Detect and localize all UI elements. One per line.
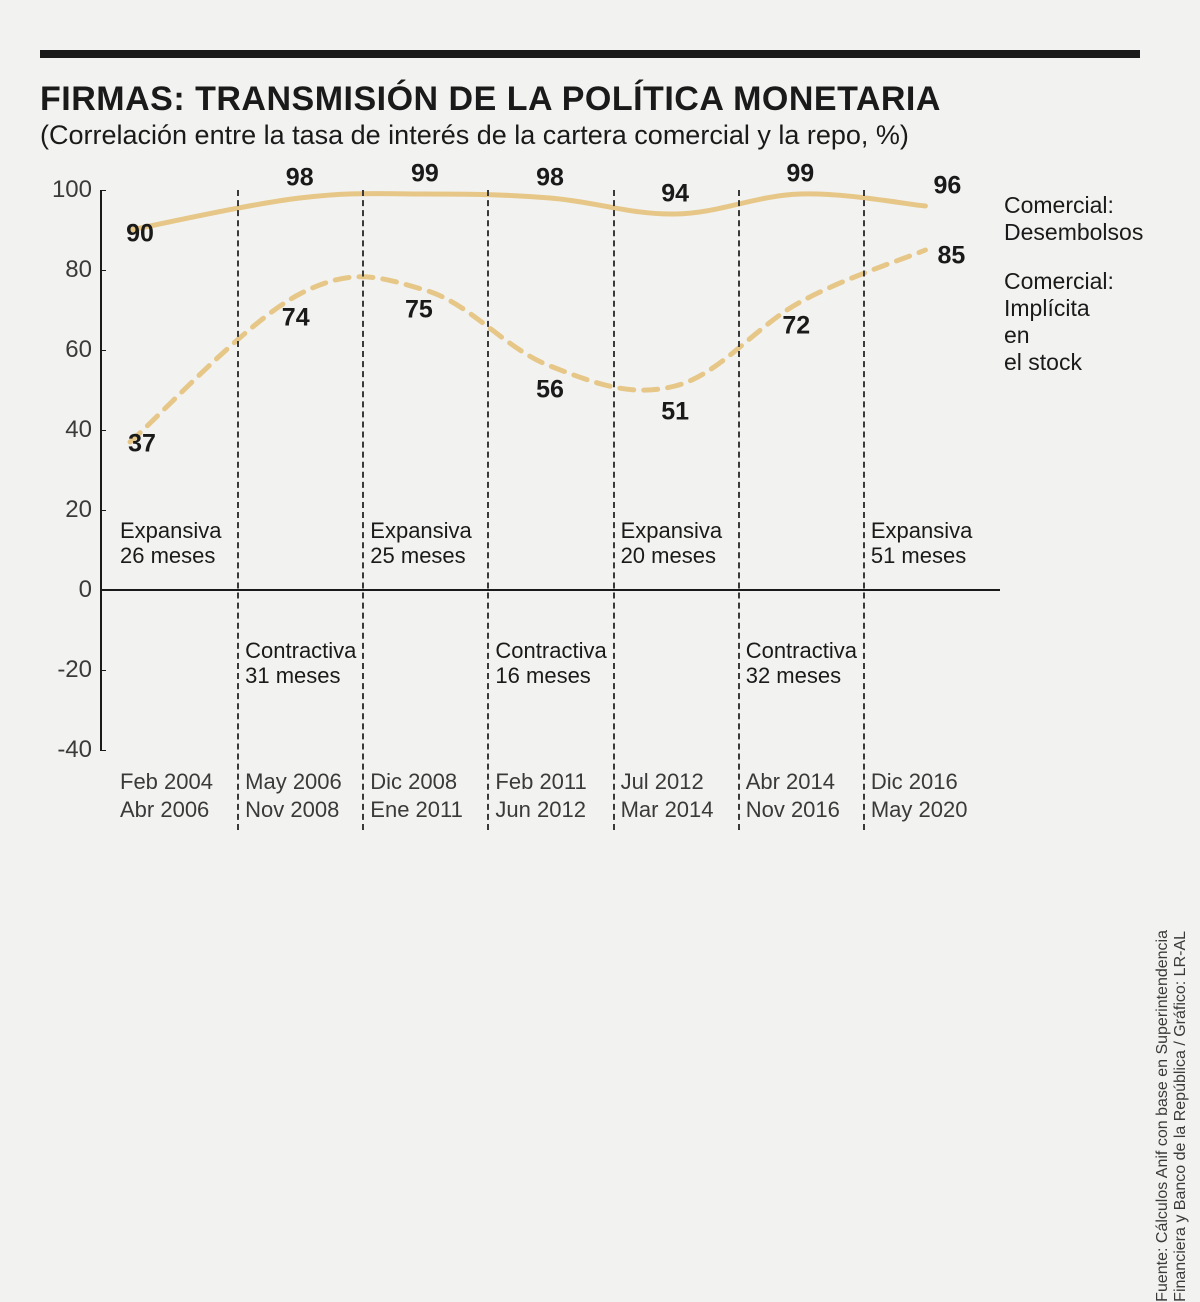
- x-category-label: Dic 2008Ene 2011: [370, 768, 479, 823]
- y-tick-label: 40: [42, 416, 92, 444]
- period-label: Contractiva31 meses: [245, 638, 358, 689]
- series-dashed-value-label: 72: [782, 312, 810, 341]
- series-solid-value-label: 94: [661, 180, 689, 209]
- series-dashed-end-label: Comercial:Implícita enel stock: [1004, 268, 1114, 377]
- y-tick-label: 0: [42, 576, 92, 604]
- y-tick-mark: [100, 350, 106, 351]
- y-tick-label: 60: [42, 336, 92, 364]
- y-tick-mark: [100, 510, 106, 511]
- period-label: Expansiva20 meses: [621, 518, 734, 569]
- series-dashed-value-label: 37: [128, 430, 156, 459]
- x-category-label: Abr 2014Nov 2016: [746, 768, 855, 823]
- x-category-label: Feb 2004Abr 2006: [120, 768, 229, 823]
- series-dashed-value-label: 75: [405, 296, 433, 325]
- period-label: Contractiva16 meses: [495, 638, 608, 689]
- series-solid-value-label: 90: [126, 220, 154, 249]
- period-divider: [738, 190, 740, 830]
- y-tick-label: 100: [42, 176, 92, 204]
- series-dashed-value-label: 85: [938, 242, 966, 271]
- series-dashed-line: [130, 250, 925, 442]
- x-category-label: Feb 2011Jun 2012: [495, 768, 604, 823]
- period-divider: [863, 190, 865, 830]
- period-divider: [362, 190, 364, 830]
- series-dashed-value-label: 51: [661, 398, 689, 427]
- series-dashed-value-label: 74: [282, 304, 310, 333]
- x-category-label: Dic 2016May 2020: [871, 768, 980, 823]
- series-solid-value-label: 99: [786, 160, 814, 189]
- plot-area: -40-20020406080100Feb 2004Abr 2006May 20…: [100, 190, 1000, 750]
- series-solid-value-label: 96: [934, 172, 962, 201]
- y-tick-label: 20: [42, 496, 92, 524]
- source-note: Fuente: Cálculos Anif con base en Superi…: [1154, 930, 1190, 1302]
- series-solid-line: [130, 194, 925, 230]
- chart-subtitle: (Correlación entre la tasa de interés de…: [40, 120, 909, 151]
- x-category-label: May 2006Nov 2008: [245, 768, 354, 823]
- y-tick-mark: [100, 590, 106, 591]
- series-solid-end-label: Comercial:Desembolsos: [1004, 192, 1143, 246]
- series-solid-value-label: 98: [536, 164, 564, 193]
- chart-container: FIRMAS: TRANSMISIÓN DE LA POLÍTICA MONET…: [40, 50, 1160, 930]
- y-tick-mark: [100, 430, 106, 431]
- top-rule: [40, 50, 1140, 58]
- y-tick-mark: [100, 270, 106, 271]
- y-tick-label: -20: [42, 656, 92, 684]
- x-category-label: Jul 2012Mar 2014: [621, 768, 730, 823]
- period-label: Expansiva51 meses: [871, 518, 984, 569]
- period-divider: [237, 190, 239, 830]
- period-divider: [487, 190, 489, 830]
- y-tick-mark: [100, 750, 106, 751]
- y-tick-mark: [100, 670, 106, 671]
- chart-title: FIRMAS: TRANSMISIÓN DE LA POLÍTICA MONET…: [40, 80, 941, 119]
- period-label: Expansiva25 meses: [370, 518, 483, 569]
- series-solid-value-label: 99: [411, 160, 439, 189]
- y-tick-mark: [100, 190, 106, 191]
- series-dashed-value-label: 56: [536, 376, 564, 405]
- series-solid-value-label: 98: [286, 164, 314, 193]
- x-axis-zero-line: [100, 589, 1000, 591]
- period-label: Contractiva32 meses: [746, 638, 859, 689]
- period-divider: [613, 190, 615, 830]
- period-label: Expansiva26 meses: [120, 518, 233, 569]
- y-tick-label: -40: [42, 736, 92, 764]
- y-tick-label: 80: [42, 256, 92, 284]
